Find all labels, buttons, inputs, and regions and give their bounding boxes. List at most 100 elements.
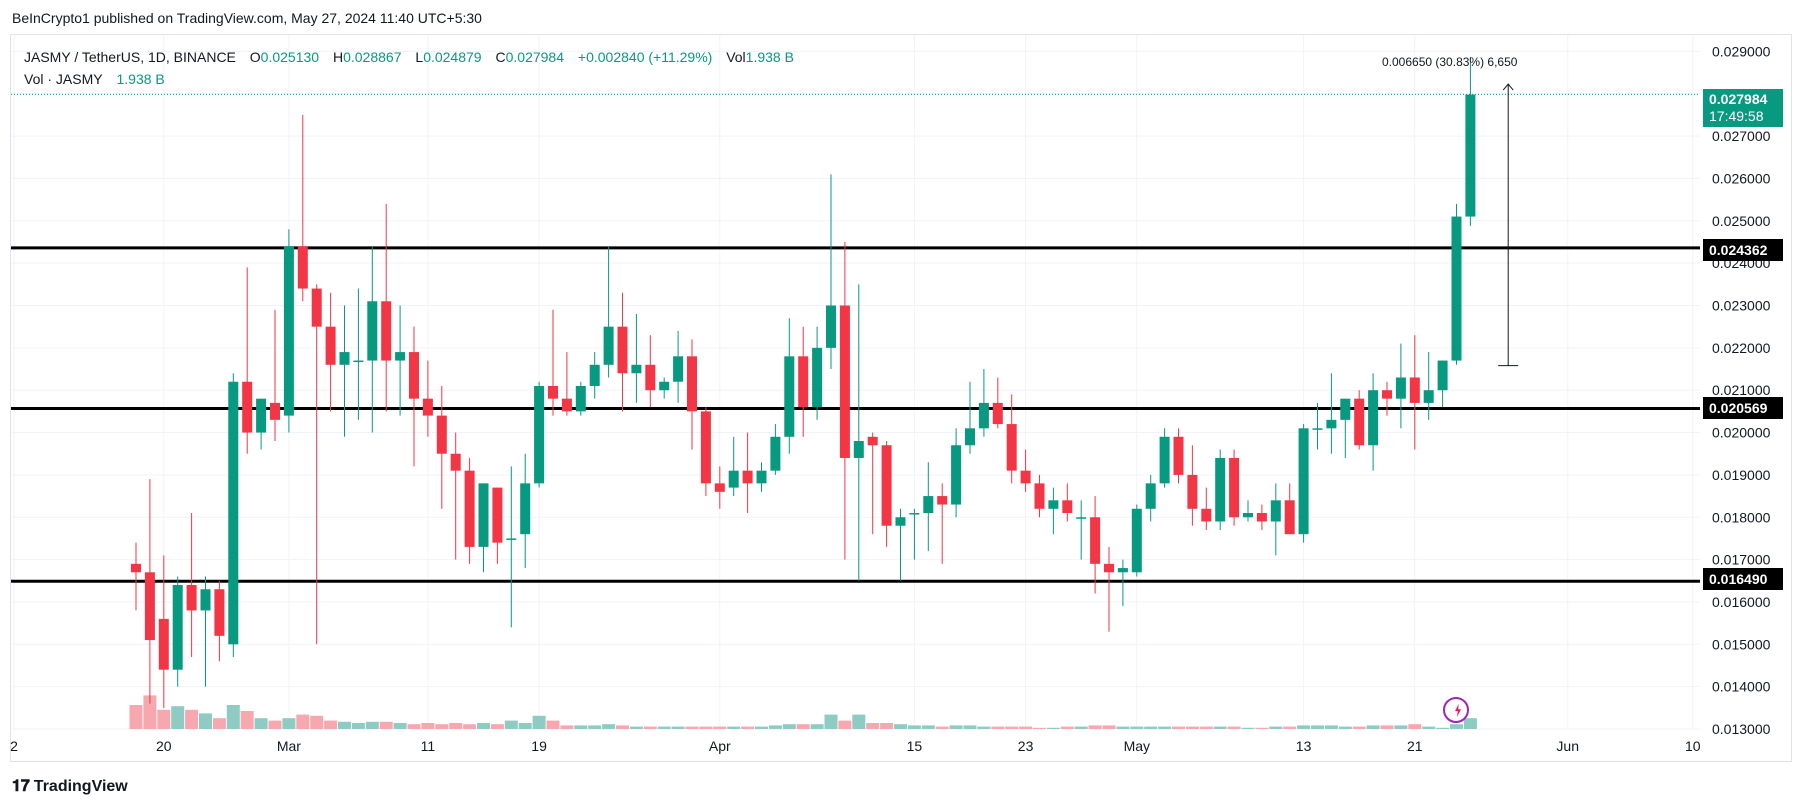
candle-body (659, 381, 670, 391)
volume-bar (1283, 726, 1297, 729)
volume-bar (1394, 725, 1408, 729)
volume-bar (629, 726, 643, 729)
volume-bar (379, 721, 393, 729)
volume-bar (226, 705, 240, 729)
volume-bar (782, 724, 796, 729)
low-value: 0.024879 (423, 49, 482, 65)
volume-bar (1297, 725, 1311, 729)
candle-body (575, 385, 586, 412)
price-tick-label: 0.027000 (1712, 128, 1771, 144)
ohlc-line: JASMY / TetherUS, 1D, BINANCE O0.025130 … (24, 49, 794, 65)
level-tag-middle: 0.020569 (1703, 397, 1783, 419)
candle-body (1284, 500, 1295, 535)
candle-body (256, 398, 267, 433)
candle-body (714, 483, 725, 492)
candle-body (1104, 563, 1114, 573)
high-value: 0.028867 (343, 49, 402, 65)
time-tick-label: 19 (531, 738, 547, 754)
candle-body (728, 470, 739, 488)
candle-body (1340, 398, 1351, 420)
candle-body (381, 301, 392, 361)
price-tick-label: 0.029000 (1712, 43, 1771, 59)
volume-bar (449, 723, 463, 729)
volume-bar (518, 723, 532, 729)
candle-body (464, 470, 475, 547)
time-tick-label: 13 (1296, 738, 1312, 754)
candle-body (422, 398, 433, 416)
level-tag-bottom: 0.016490 (1703, 568, 1783, 590)
time-tick-label: 10 (1685, 738, 1701, 754)
volume-bar (129, 705, 143, 729)
candle-body (937, 496, 948, 505)
volume-bar (1338, 726, 1352, 729)
volume-bar (282, 718, 296, 729)
measure-label: 0.006650 (30.83%) 6,650 (1382, 55, 1518, 69)
candle-body (353, 360, 364, 363)
candle-body (1423, 390, 1434, 403)
volume-bar (532, 715, 546, 729)
chart-frame[interactable] (10, 34, 1792, 762)
volume-bar (1019, 726, 1033, 729)
price-tick-label: 0.022000 (1712, 340, 1771, 356)
volume-bar (1185, 726, 1199, 729)
candle-body (756, 470, 767, 484)
candle-body (228, 381, 239, 645)
candle-body (506, 538, 517, 540)
price-tick-label: 0.013000 (1712, 721, 1771, 737)
volume-bar (407, 724, 421, 729)
candle-body (436, 415, 447, 454)
volume-bar (1366, 725, 1380, 729)
candle-body (214, 589, 225, 636)
change-value: +0.002840 (+11.29%) (577, 49, 713, 65)
open-value: 0.025130 (260, 49, 320, 65)
candle-body (978, 402, 989, 429)
volume-bar (1088, 725, 1102, 729)
candle-body (1090, 517, 1101, 564)
candle-body (534, 385, 545, 484)
candle-body (1076, 517, 1087, 519)
candle-body (325, 326, 336, 365)
price-tick-label: 0.018000 (1712, 509, 1771, 525)
volume-bar (435, 724, 449, 729)
measure-arrow (1502, 83, 1514, 91)
volume-bar (1130, 726, 1144, 729)
candle-body (144, 572, 155, 641)
price-tick-label: 0.020000 (1712, 425, 1771, 441)
candle-body (867, 436, 878, 446)
lightning-icon[interactable] (1443, 697, 1469, 723)
tradingview-logo[interactable]: 𝟏𝟕 TradingView (12, 778, 128, 796)
price-tick-label: 0.021000 (1712, 382, 1771, 398)
candle-body (450, 453, 461, 471)
price-tick-label: 0.025000 (1712, 213, 1771, 229)
price-tick-label: 0.014000 (1712, 679, 1771, 695)
volume-bar (755, 726, 768, 729)
volume-legend-label: Vol · JASMY (24, 71, 103, 87)
candle-body (131, 563, 141, 573)
candle-body (1243, 513, 1253, 518)
volume-bar (1324, 725, 1338, 729)
candle-body (812, 347, 823, 408)
volume-bar (1241, 727, 1255, 729)
volume-bar (560, 725, 574, 729)
volume-bar (1074, 726, 1088, 729)
volume-bar (713, 726, 727, 729)
candle-body (1145, 483, 1156, 509)
candle-body (965, 428, 975, 446)
volume-bar (727, 726, 741, 729)
candle-body (478, 483, 489, 547)
last-price-tag: 0.027984 17:49:58 (1703, 89, 1783, 127)
candle-body (826, 305, 836, 348)
horizontal-levels (11, 93, 1700, 583)
candle-body (409, 352, 419, 399)
time-tick-label: Jun (1556, 738, 1579, 754)
candle-body (1326, 419, 1337, 429)
volume-bar (185, 709, 199, 729)
candle-body (186, 585, 197, 611)
candle-body (909, 513, 920, 515)
volume-bar (991, 726, 1005, 729)
volume-bar (477, 723, 490, 729)
candle-body (1312, 428, 1323, 430)
volume-bar (268, 720, 282, 729)
symbol-label: JASMY / TetherUS, 1D, BINANCE (24, 49, 236, 65)
